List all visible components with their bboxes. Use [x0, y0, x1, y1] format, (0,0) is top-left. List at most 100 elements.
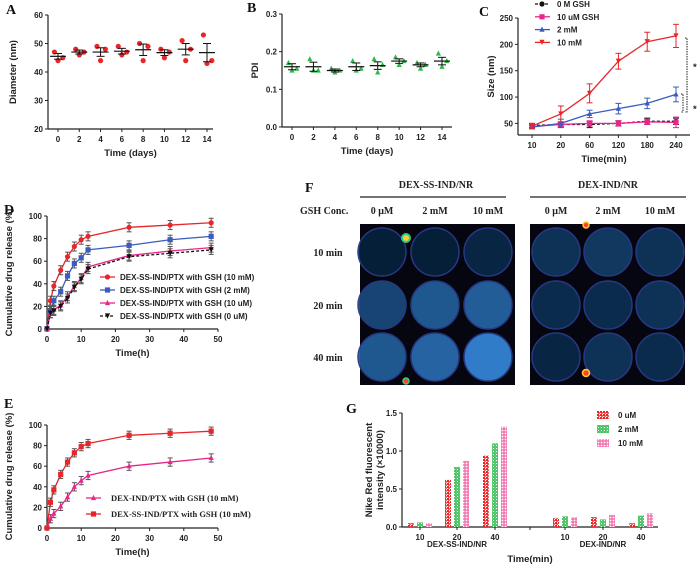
- well: [583, 227, 633, 277]
- legend-marker: [90, 511, 97, 517]
- legend-marker: [90, 494, 97, 501]
- data-point: [51, 308, 57, 314]
- significance-marker: *: [693, 62, 697, 73]
- x-tick-label: 4: [98, 135, 103, 144]
- series-line: [531, 35, 677, 127]
- y-tick-label: 0.0: [266, 123, 278, 132]
- data-point: [64, 273, 71, 279]
- bar: [571, 517, 577, 527]
- legend-label: DEX-SS-IND/PTX with GSH (10 uM): [120, 299, 252, 308]
- y-axis-label: Size (nm): [486, 55, 497, 97]
- x-tick-label: 10: [395, 133, 404, 142]
- y-axis-label: intensity (×10000): [375, 430, 386, 510]
- panel-label: A: [6, 3, 17, 18]
- y-tick-label: 40: [33, 483, 42, 492]
- bar: [629, 523, 635, 527]
- x-axis-label: Time (days): [341, 146, 394, 157]
- hotspot: [582, 221, 590, 229]
- well: [357, 227, 407, 277]
- panel-label: C: [479, 5, 489, 20]
- data-point: [167, 458, 173, 465]
- legend-marker: [539, 1, 545, 7]
- data-point: [209, 58, 215, 64]
- row-label: 20 min: [313, 301, 343, 312]
- well: [357, 332, 407, 382]
- data-point: [644, 39, 650, 45]
- y-tick-label: 60: [33, 257, 42, 266]
- well: [410, 280, 460, 330]
- data-point: [208, 247, 214, 253]
- hotspot: [581, 368, 591, 378]
- data-point: [315, 67, 321, 73]
- x-tick-label: 0: [45, 335, 50, 344]
- bar: [647, 513, 653, 527]
- data-point: [529, 123, 535, 129]
- x-tick-label: 180: [641, 141, 655, 150]
- x-tick-label: 14: [203, 135, 212, 144]
- y-tick-label: 250: [500, 14, 514, 23]
- column-header: 10 mM: [645, 206, 676, 217]
- data-point: [126, 254, 132, 260]
- data-point: [167, 430, 173, 436]
- group-label: DEX-IND/NR: [580, 540, 627, 549]
- panel-G: [399, 411, 658, 530]
- data-point: [64, 459, 71, 465]
- data-point: [126, 432, 132, 438]
- data-point: [375, 69, 381, 75]
- x-tick-label: 20: [453, 533, 462, 542]
- data-point: [97, 58, 104, 64]
- row-label: 10 min: [313, 248, 343, 259]
- panel-label: G: [346, 402, 357, 417]
- x-axis-label: Time(h): [115, 348, 149, 359]
- well: [410, 227, 460, 277]
- column-header: 10 mM: [473, 206, 504, 217]
- well: [531, 332, 581, 382]
- x-tick-label: 2: [311, 133, 316, 142]
- data-point: [58, 267, 64, 273]
- data-point: [44, 326, 50, 332]
- data-point: [47, 499, 54, 505]
- data-point: [126, 463, 132, 469]
- data-point: [47, 515, 54, 521]
- legend-marker: [539, 39, 545, 45]
- well: [583, 280, 633, 330]
- data-point: [51, 510, 57, 516]
- bar: [445, 479, 451, 527]
- legend-label: 10 mM: [557, 38, 582, 47]
- row-label: 40 min: [313, 353, 343, 364]
- y-axis-label: Diameter (nm): [8, 40, 19, 104]
- well: [463, 227, 513, 277]
- bar: [609, 514, 615, 527]
- x-tick-label: 40: [637, 533, 646, 542]
- data-point: [558, 120, 564, 126]
- data-point: [126, 242, 132, 248]
- data-point: [161, 55, 168, 61]
- y-tick-label: 100: [500, 93, 514, 102]
- panel-A: [45, 14, 215, 132]
- data-point: [64, 295, 71, 302]
- x-tick-label: 10: [528, 141, 537, 150]
- data-point: [78, 276, 84, 282]
- data-point: [167, 237, 173, 243]
- y-tick-label: 20: [33, 503, 42, 512]
- data-point: [85, 247, 91, 253]
- legend-marker: [539, 14, 545, 20]
- x-tick-label: 6: [354, 133, 359, 142]
- legend-swatch: [597, 425, 609, 433]
- y-tick-label: 40: [34, 68, 43, 77]
- data-point: [58, 503, 64, 509]
- x-tick-label: 120: [612, 141, 626, 150]
- legend-swatch: [597, 439, 609, 447]
- y-tick-label: 0: [38, 325, 43, 334]
- data-point: [136, 40, 143, 47]
- y-tick-label: 60: [34, 11, 43, 20]
- y-tick-label: 0.2: [266, 48, 278, 57]
- x-tick-label: 30: [145, 534, 154, 543]
- well: [635, 280, 685, 330]
- data-point: [58, 471, 64, 478]
- legend-marker: [104, 313, 111, 319]
- well: [463, 280, 513, 330]
- legend-marker: [104, 299, 111, 306]
- data-point: [73, 46, 79, 52]
